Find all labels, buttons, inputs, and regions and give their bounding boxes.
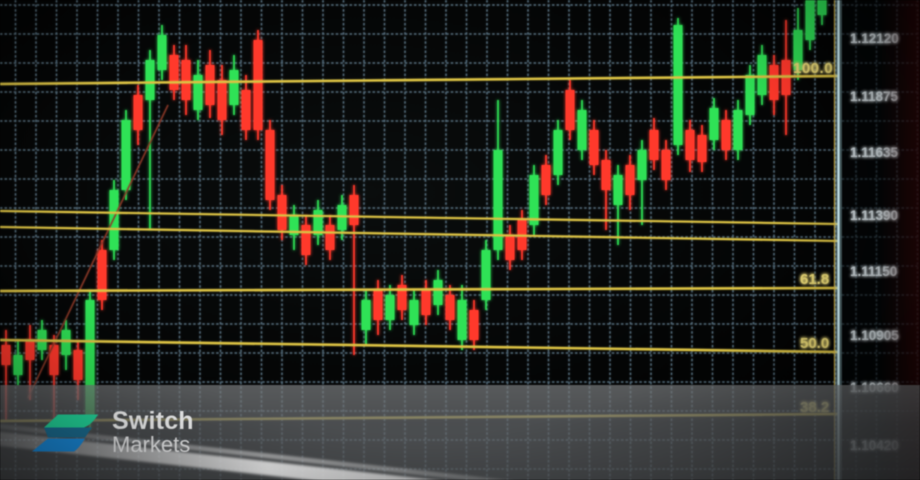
svg-text:61.8: 61.8 — [800, 271, 829, 288]
svg-text:100.0: 100.0 — [793, 60, 833, 77]
svg-text:50.0: 50.0 — [800, 335, 829, 352]
